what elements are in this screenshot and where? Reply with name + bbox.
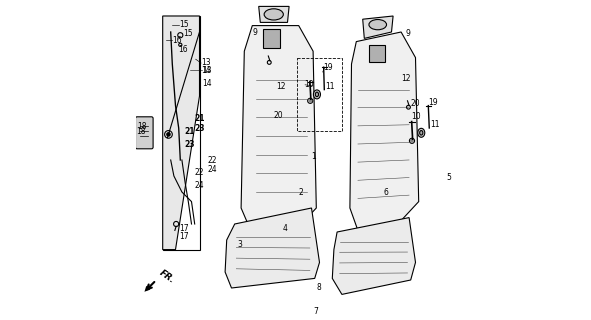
Text: 8: 8 [317, 284, 322, 292]
Polygon shape [259, 6, 289, 22]
Text: 4: 4 [282, 224, 288, 233]
FancyBboxPatch shape [135, 117, 153, 149]
Text: 15: 15 [183, 29, 193, 38]
Text: 21: 21 [194, 114, 205, 123]
Text: 10: 10 [304, 80, 314, 89]
Text: 14: 14 [201, 66, 211, 75]
Polygon shape [241, 26, 316, 230]
Text: 13: 13 [202, 66, 212, 75]
Text: 6: 6 [384, 188, 388, 196]
Text: 9: 9 [252, 28, 257, 36]
Ellipse shape [264, 9, 283, 20]
Polygon shape [332, 218, 415, 294]
Text: 3: 3 [238, 240, 243, 249]
Polygon shape [225, 208, 320, 288]
Text: 24: 24 [194, 181, 204, 190]
Text: 10: 10 [411, 112, 421, 121]
Text: 24: 24 [207, 165, 217, 174]
Text: 12: 12 [401, 74, 411, 83]
Text: 18: 18 [136, 127, 145, 136]
Text: 11: 11 [325, 82, 335, 91]
Ellipse shape [420, 131, 423, 135]
Polygon shape [163, 16, 200, 250]
Circle shape [167, 133, 170, 136]
Bar [369, 45, 385, 62]
Text: 22: 22 [194, 168, 204, 177]
Ellipse shape [313, 90, 320, 99]
Text: 22: 22 [207, 156, 217, 164]
Text: 23: 23 [194, 124, 205, 132]
Polygon shape [363, 16, 393, 38]
Text: 12: 12 [277, 82, 286, 91]
Bar [297, 58, 342, 131]
Ellipse shape [418, 128, 425, 137]
Text: 17: 17 [180, 232, 189, 241]
Text: 17: 17 [179, 224, 189, 233]
Ellipse shape [369, 20, 387, 30]
Text: FR.: FR. [157, 268, 176, 285]
Text: 19: 19 [428, 98, 438, 107]
Bar [163, 16, 200, 250]
Text: 5: 5 [446, 173, 451, 182]
Polygon shape [350, 32, 418, 230]
Text: 20: 20 [273, 111, 282, 120]
Text: 1: 1 [311, 152, 316, 161]
Text: 23: 23 [184, 140, 195, 148]
Circle shape [411, 140, 413, 142]
Text: 9: 9 [406, 29, 411, 38]
Bar [262, 29, 280, 48]
Text: 18: 18 [137, 122, 147, 131]
Text: 16: 16 [173, 36, 182, 44]
Text: 20: 20 [410, 99, 420, 108]
Circle shape [309, 100, 311, 102]
Text: 2: 2 [298, 188, 303, 196]
Text: 14: 14 [202, 79, 212, 88]
Ellipse shape [316, 92, 319, 97]
Text: 15: 15 [180, 20, 189, 28]
Text: 21: 21 [184, 127, 195, 136]
Text: 19: 19 [324, 63, 333, 72]
Text: 16: 16 [178, 45, 189, 54]
Text: 13: 13 [201, 58, 211, 67]
Text: 7: 7 [313, 307, 318, 316]
Text: 11: 11 [430, 120, 439, 129]
